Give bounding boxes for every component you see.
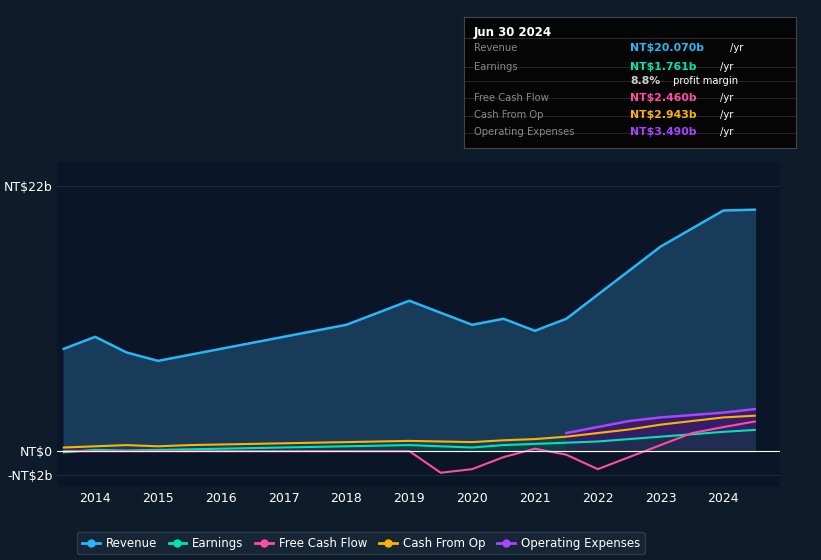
Text: Jun 30 2024: Jun 30 2024 <box>474 26 552 39</box>
Text: profit margin: profit margin <box>670 76 738 86</box>
Text: Earnings: Earnings <box>474 62 517 72</box>
Text: NT$2.460b: NT$2.460b <box>631 93 697 103</box>
Text: /yr: /yr <box>720 93 733 103</box>
Text: /yr: /yr <box>720 62 733 72</box>
Text: 8.8%: 8.8% <box>631 76 660 86</box>
Text: /yr: /yr <box>720 127 733 137</box>
Legend: Revenue, Earnings, Free Cash Flow, Cash From Op, Operating Expenses: Revenue, Earnings, Free Cash Flow, Cash … <box>77 532 644 554</box>
Text: NT$1.761b: NT$1.761b <box>631 62 696 72</box>
Text: Free Cash Flow: Free Cash Flow <box>474 93 548 103</box>
Text: /yr: /yr <box>720 110 733 120</box>
Text: Revenue: Revenue <box>474 43 517 53</box>
Text: Cash From Op: Cash From Op <box>474 110 544 120</box>
Text: /yr: /yr <box>730 43 743 53</box>
Text: Operating Expenses: Operating Expenses <box>474 127 575 137</box>
Text: NT$20.070b: NT$20.070b <box>631 43 704 53</box>
Text: NT$2.943b: NT$2.943b <box>631 110 697 120</box>
Text: NT$3.490b: NT$3.490b <box>631 127 696 137</box>
